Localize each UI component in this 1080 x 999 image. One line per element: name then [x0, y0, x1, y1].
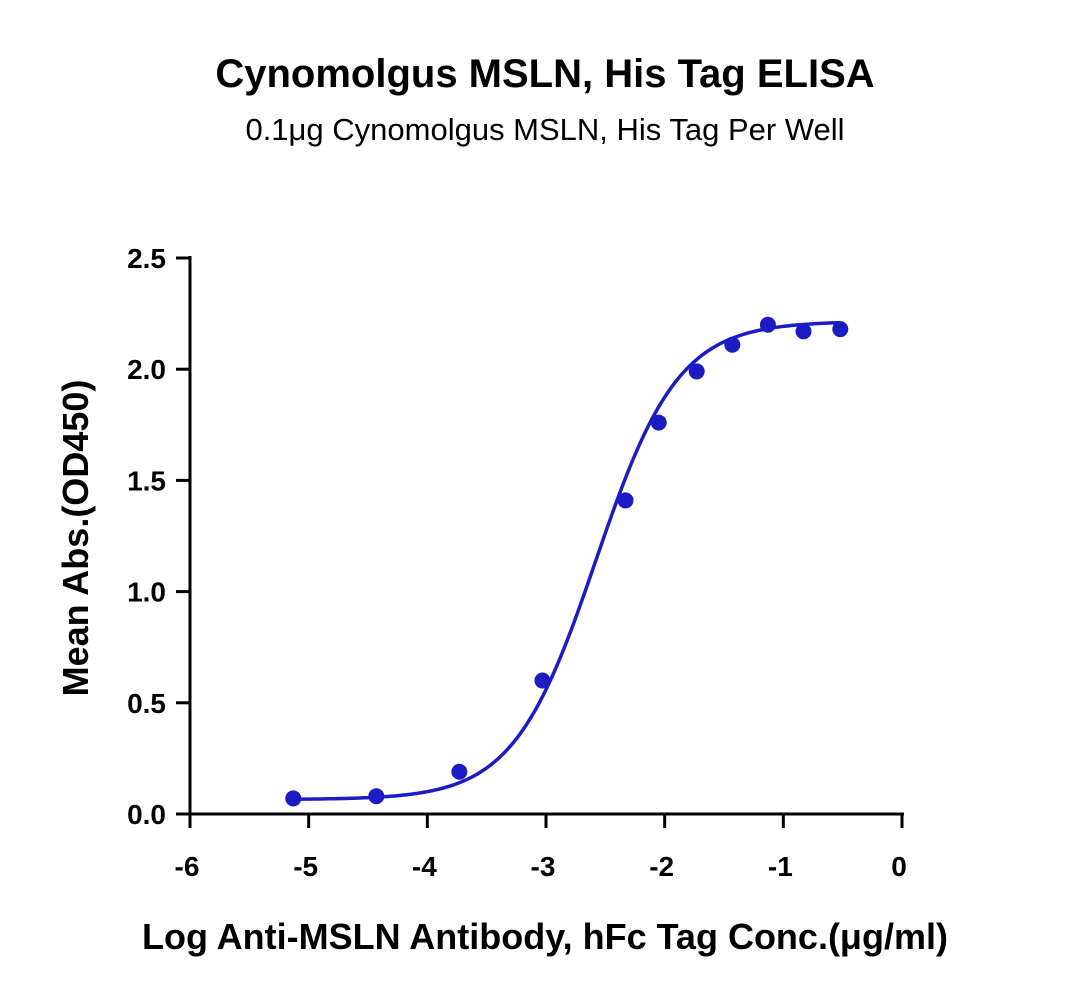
y-axis-ticks: 0.0 0.5 1.0 1.5 2.0 2.5	[127, 243, 190, 830]
data-point	[795, 323, 812, 340]
y-tick-label: 0.0	[127, 799, 166, 830]
data-point	[832, 321, 849, 338]
data-points	[285, 316, 849, 807]
x-tick-label: -6	[175, 851, 200, 882]
x-axis-title: Log Anti-MSLN Antibody, hFc Tag Conc.(μg…	[142, 916, 948, 957]
data-point	[759, 316, 776, 333]
data-point	[534, 672, 551, 689]
y-tick-label: 1.0	[127, 577, 166, 608]
x-tick-label: -1	[768, 851, 793, 882]
y-tick-label: 0.5	[127, 688, 166, 719]
data-point	[650, 414, 667, 431]
data-point	[368, 788, 385, 805]
data-point	[451, 763, 468, 780]
data-point	[724, 336, 741, 353]
x-tick-label: -3	[531, 851, 556, 882]
y-axis-title: Mean Abs.(OD450)	[55, 380, 96, 697]
data-point	[688, 363, 705, 380]
y-tick-label: 2.5	[127, 243, 166, 274]
data-point	[285, 790, 302, 807]
x-tick-label: -5	[293, 851, 318, 882]
x-tick-label: 0	[891, 851, 907, 882]
fit-curve	[293, 320, 841, 801]
data-point	[617, 492, 634, 509]
chart-subtitle: 0.1μg Cynomolgus MSLN, His Tag Per Well	[245, 112, 844, 147]
plot-area: -6 -5 -4 -3 -2 -1 0 0.0 0.5 1.0 1.5 2.0 2.5	[127, 243, 907, 882]
y-tick-label: 1.5	[127, 465, 166, 496]
x-tick-label: -2	[649, 851, 674, 882]
x-tick-label: -4	[412, 851, 437, 882]
y-tick-label: 2.0	[127, 354, 166, 385]
x-axis-ticks: -6 -5 -4 -3 -2 -1 0	[175, 814, 907, 882]
chart-title: Cynomolgus MSLN, His Tag ELISA	[215, 52, 874, 96]
